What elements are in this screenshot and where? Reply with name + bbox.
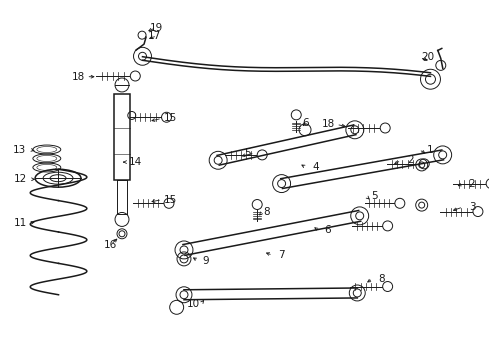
Text: 10: 10 (187, 299, 200, 309)
Text: 8: 8 (264, 207, 270, 217)
Text: 4: 4 (313, 162, 319, 172)
Text: 3: 3 (468, 202, 475, 212)
Text: 8: 8 (378, 274, 385, 284)
Text: 5: 5 (371, 191, 378, 201)
Text: 17: 17 (148, 31, 161, 41)
Text: 18: 18 (72, 72, 85, 82)
Text: 12: 12 (14, 174, 27, 184)
Text: 13: 13 (13, 144, 26, 154)
Text: 6: 6 (325, 225, 331, 235)
Text: 15: 15 (164, 195, 177, 205)
Text: 15: 15 (164, 113, 177, 123)
Text: 1: 1 (427, 144, 434, 154)
Text: 7: 7 (278, 250, 285, 260)
Text: 19: 19 (149, 23, 163, 33)
FancyBboxPatch shape (114, 94, 130, 180)
Text: 2: 2 (408, 155, 414, 165)
Text: 5: 5 (244, 148, 251, 158)
Text: 2: 2 (468, 179, 475, 189)
Text: 9: 9 (203, 256, 209, 266)
Text: 6: 6 (303, 118, 309, 128)
Text: 11: 11 (14, 218, 27, 228)
Text: 14: 14 (128, 157, 142, 167)
Text: 18: 18 (321, 120, 335, 129)
Text: 20: 20 (421, 52, 435, 62)
Text: 16: 16 (104, 239, 118, 249)
